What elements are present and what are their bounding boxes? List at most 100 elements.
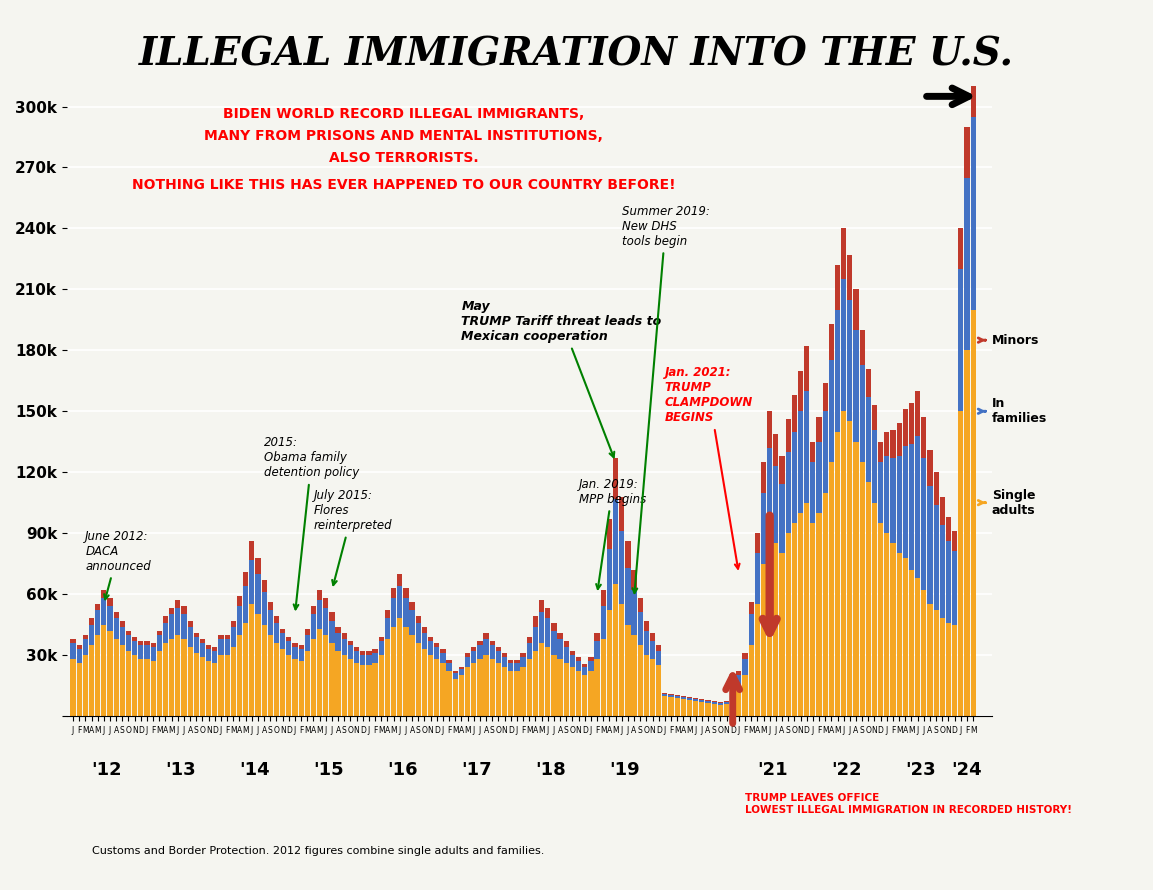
Bar [779,554,785,716]
Bar [761,563,766,716]
Text: Customs and Border Protection. 2012 figures combine single adults and families.: Customs and Border Protection. 2012 figu… [92,846,544,856]
Bar [435,647,439,659]
Bar [397,586,402,619]
Bar [391,588,397,598]
Bar [601,590,605,606]
Bar [711,700,717,702]
Bar [378,636,384,641]
Bar [687,700,692,716]
Bar [255,574,261,614]
Text: TRUMP LEAVES OFFICE
LOWEST ILLEGAL IMMIGRATION IN RECORDED HISTORY!: TRUMP LEAVES OFFICE LOWEST ILLEGAL IMMIG… [745,793,1072,815]
Bar [699,702,704,716]
Bar [915,391,920,435]
Bar [212,651,218,663]
Bar [680,696,686,697]
Bar [650,641,655,659]
Bar [138,641,143,645]
Bar [706,703,710,716]
Bar [866,397,871,482]
Bar [811,462,815,523]
Bar [502,668,507,716]
Bar [718,703,723,705]
Bar [538,643,544,716]
Bar [619,531,624,604]
Bar [472,663,476,716]
Bar [236,606,242,635]
Bar [311,606,316,614]
Bar [508,671,513,716]
Bar [181,614,187,639]
Bar [816,441,822,513]
Bar [89,619,95,625]
Bar [483,655,489,716]
Bar [330,643,334,716]
Bar [632,570,636,590]
Bar [662,693,668,696]
Bar [472,647,476,651]
Bar [613,458,618,498]
Bar [317,600,322,628]
Bar [576,671,581,716]
Bar [175,635,180,716]
Bar [323,609,329,635]
Bar [693,699,699,700]
Bar [952,531,957,552]
Bar [341,655,347,716]
Bar [798,513,804,716]
Bar [317,590,322,600]
Bar [378,655,384,716]
Bar [872,405,877,430]
Bar [218,655,224,716]
Bar [724,700,729,702]
Text: MANY FROM PRISONS AND MENTAL INSTITUTIONS,: MANY FROM PRISONS AND MENTAL INSTITUTION… [204,129,603,143]
Bar [459,668,464,669]
Bar [255,614,261,716]
Bar [822,383,828,411]
Bar [545,609,550,619]
Bar [477,645,483,659]
Bar [236,635,242,716]
Text: '21: '21 [758,761,789,779]
Bar [650,633,655,641]
Bar [404,627,408,716]
Bar [133,636,137,641]
Bar [274,622,279,643]
Text: '13: '13 [166,761,196,779]
Bar [188,627,193,647]
Text: NOTHING LIKE THIS HAS EVER HAPPENED TO OUR COUNTRY BEFORE!: NOTHING LIKE THIS HAS EVER HAPPENED TO O… [131,178,676,192]
Bar [588,671,594,716]
Bar [181,606,187,614]
Bar [632,590,636,635]
Bar [199,639,205,643]
Text: Summer 2019:
New DHS
tools begin: Summer 2019: New DHS tools begin [621,205,709,593]
Bar [669,693,673,695]
Text: Jan. 2021:
TRUMP
CLAMPDOWN
BEGINS: Jan. 2021: TRUMP CLAMPDOWN BEGINS [665,367,753,569]
Bar [909,444,914,570]
Bar [367,651,371,655]
Bar [194,653,199,716]
Bar [422,649,427,716]
Text: May
TRUMP Tariff threat leads to
Mexican cooperation: May TRUMP Tariff threat leads to Mexican… [461,300,662,457]
Bar [169,614,174,639]
Bar [299,649,303,661]
Text: '24: '24 [951,761,982,779]
Bar [404,588,408,598]
Bar [95,611,100,635]
Bar [435,659,439,716]
Bar [163,622,168,643]
Bar [606,519,612,549]
Bar [890,543,896,716]
Bar [853,441,859,716]
Bar [83,639,88,655]
Bar [360,665,366,716]
Bar [804,503,809,716]
Bar [669,695,673,697]
Bar [70,659,76,716]
Bar [755,554,760,604]
Bar [138,645,143,659]
Bar [582,676,587,716]
Bar [367,665,371,716]
Bar [879,523,883,716]
Bar [336,627,341,633]
Bar [934,611,939,716]
